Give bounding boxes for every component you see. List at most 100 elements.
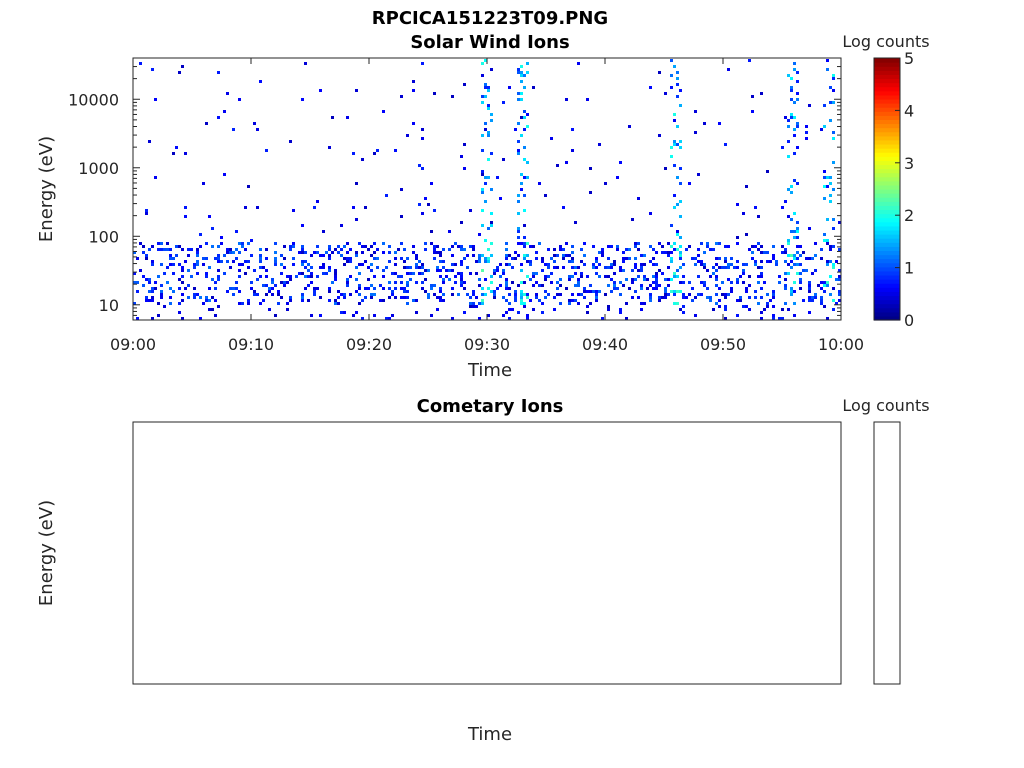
heatmap-cell	[394, 149, 397, 152]
heatmap-cell	[790, 185, 793, 188]
heatmap-cell	[832, 266, 835, 269]
heatmap-cell	[640, 263, 643, 266]
heatmap-cell	[523, 242, 526, 245]
heatmap-cell	[322, 263, 325, 266]
heatmap-cell	[286, 275, 289, 278]
heatmap-cell	[358, 284, 361, 287]
x-tick-label: 09:50	[700, 335, 746, 354]
heatmap-cell	[364, 206, 367, 209]
heatmap-cell	[607, 275, 610, 278]
heatmap-cell	[718, 257, 721, 260]
heatmap-cell	[826, 176, 829, 179]
heatmap-cell	[625, 317, 628, 320]
heatmap-cell	[451, 263, 454, 266]
heatmap-cell	[250, 239, 253, 242]
colorbar-swatch	[874, 279, 900, 284]
heatmap-cell	[829, 119, 832, 122]
colorbar-swatch	[874, 242, 900, 247]
heatmap-cell	[232, 287, 235, 290]
heatmap-cell	[196, 293, 199, 296]
heatmap-cell	[673, 206, 676, 209]
heatmap-cell	[328, 248, 331, 251]
heatmap-cell	[481, 209, 484, 212]
colorbar-swatch	[874, 311, 900, 317]
heatmap-cell	[772, 305, 775, 308]
colorbar-swatch	[874, 221, 900, 227]
heatmap-cell	[172, 152, 175, 155]
heatmap-cell	[145, 212, 148, 215]
heatmap-cell	[400, 215, 403, 218]
heatmap-cell	[721, 266, 724, 269]
heatmap-cell	[424, 269, 427, 272]
heatmap-cell	[412, 272, 415, 275]
heatmap-cell	[370, 263, 373, 266]
heatmap-cell	[832, 188, 835, 191]
heatmap-cell	[490, 281, 493, 284]
heatmap-cell	[304, 62, 307, 65]
heatmap-cell	[832, 227, 835, 230]
heatmap-cell	[388, 287, 391, 290]
heatmap-cell	[253, 122, 256, 125]
heatmap-cell	[730, 263, 733, 266]
heatmap-cell	[337, 245, 340, 248]
heatmap-cell	[517, 68, 520, 71]
heatmap-cell	[703, 263, 706, 266]
heatmap-cell	[691, 299, 694, 302]
heatmap-cell	[766, 293, 769, 296]
heatmap-cell	[505, 278, 508, 281]
heatmap-cell	[508, 308, 511, 311]
heatmap-cell	[634, 245, 637, 248]
heatmap-cell	[751, 110, 754, 113]
heatmap-cell	[313, 290, 316, 293]
heatmap-cell	[358, 287, 361, 290]
heatmap-cell	[157, 242, 160, 245]
heatmap-cell	[676, 248, 679, 251]
heatmap-cell	[169, 296, 172, 299]
heatmap-cell	[370, 284, 373, 287]
heatmap-cell	[595, 266, 598, 269]
colorbar-swatch	[874, 246, 900, 252]
heatmap-cell	[454, 275, 457, 278]
heatmap-cell	[361, 299, 364, 302]
heatmap-cell	[247, 185, 250, 188]
heatmap-cell	[502, 269, 505, 272]
heatmap-cell	[808, 299, 811, 302]
heatmap-cell	[808, 290, 811, 293]
heatmap-cell	[643, 278, 646, 281]
heatmap-cell	[412, 89, 415, 92]
heatmap-cell	[487, 107, 490, 110]
heatmap-cell	[505, 242, 508, 245]
heatmap-cell	[703, 284, 706, 287]
heatmap-cell	[565, 287, 568, 290]
heatmap-cell	[415, 281, 418, 284]
heatmap-cell	[679, 236, 682, 239]
heatmap-cell	[730, 281, 733, 284]
heatmap-cell	[829, 275, 832, 278]
heatmap-cell	[757, 266, 760, 269]
heatmap-cell	[526, 113, 529, 116]
heatmap-cell	[655, 287, 658, 290]
heatmap-cell	[706, 269, 709, 272]
heatmap-cell	[304, 251, 307, 254]
colorbar-swatch	[874, 74, 900, 80]
heatmap-cell	[520, 269, 523, 272]
heatmap-cell	[331, 116, 334, 119]
heatmap-cell	[526, 293, 529, 296]
heatmap-cell	[262, 266, 265, 269]
heatmap-cell	[136, 257, 139, 260]
heatmap-cell	[679, 104, 682, 107]
heatmap-cell	[382, 110, 385, 113]
heatmap-cell	[460, 278, 463, 281]
heatmap-cell	[232, 128, 235, 131]
heatmap-cell	[481, 134, 484, 137]
heatmap-cell	[400, 242, 403, 245]
heatmap-cell	[172, 290, 175, 293]
heatmap-cell	[157, 302, 160, 305]
heatmap-cell	[334, 299, 337, 302]
heatmap-cell	[310, 281, 313, 284]
heatmap-cell	[481, 224, 484, 227]
heatmap-cell	[259, 275, 262, 278]
heatmap-cell	[571, 260, 574, 263]
heatmap-cell	[523, 74, 526, 77]
